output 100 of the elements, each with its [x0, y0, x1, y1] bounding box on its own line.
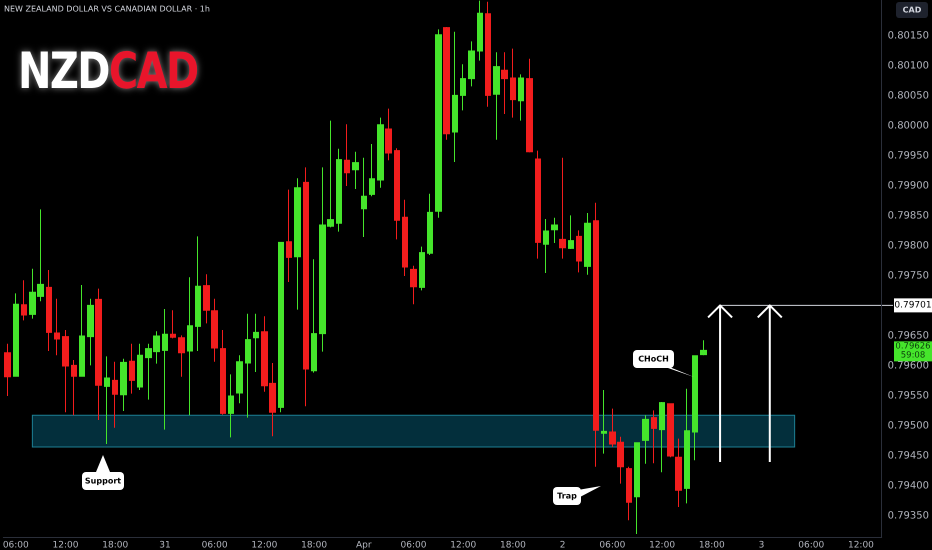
candlestick	[642, 414, 649, 464]
y-tick-label: 0.79950	[888, 150, 930, 162]
x-tick-label: 12:00	[649, 540, 676, 550]
candlestick	[526, 58, 533, 153]
x-tick-label: 06:00	[2, 540, 30, 550]
candlestick	[402, 199, 408, 276]
candlestick	[568, 214, 574, 250]
candlestick	[245, 313, 251, 418]
candlestick	[336, 148, 342, 232]
candlestick	[278, 242, 284, 413]
candlestick	[535, 150, 541, 260]
candlestick	[601, 390, 607, 454]
candlestick	[443, 26, 450, 140]
y-tick-label: 0.79600	[888, 360, 930, 372]
y-tick-label: 0.80050	[888, 90, 930, 102]
y-tick-label: 0.80150	[888, 30, 930, 42]
candlestick	[112, 361, 118, 428]
candlestick	[4, 343, 11, 396]
candlestick	[104, 356, 110, 444]
candlestick	[684, 388, 690, 504]
x-tick-label: 12:00	[450, 540, 476, 550]
candlestick	[211, 298, 218, 362]
candlestick	[377, 117, 384, 188]
candlestick	[626, 466, 632, 521]
candlestick	[170, 310, 176, 339]
candlestick	[410, 265, 417, 305]
text: NEW ZEALAND DOLLAR VS CANADIAN DOLLAR · 1h	[4, 4, 210, 14]
candlestick	[286, 189, 292, 282]
candlestick	[551, 217, 558, 244]
x-tick-label: 2	[560, 540, 566, 550]
ref-line-label: 0.79701	[894, 300, 932, 310]
candlestick	[228, 374, 234, 438]
x-tick-label: 12:00	[52, 540, 79, 550]
y-tick-label: 0.79350	[888, 510, 930, 522]
candlestick	[62, 330, 69, 413]
candlestick	[303, 166, 309, 407]
candlestick	[634, 442, 640, 534]
candlestick	[651, 410, 657, 464]
candlestick	[369, 144, 375, 197]
annotation: Trap	[557, 492, 578, 500]
text: NZDCAD	[18, 42, 198, 100]
y-tick-label: 0.79750	[888, 270, 930, 282]
x-tick-label: 3	[758, 540, 764, 550]
y-tick-label: 0.79650	[888, 330, 930, 342]
candlestick	[543, 218, 549, 274]
text: 0.79626	[895, 341, 931, 352]
candlestick	[559, 157, 566, 260]
candlestick	[468, 40, 475, 87]
candlestick	[576, 230, 582, 273]
candlestick	[195, 236, 201, 352]
text: 59:08	[900, 350, 926, 360]
y-tick-label: 0.79800	[888, 240, 930, 252]
candlestick	[352, 151, 359, 190]
candlestick	[692, 355, 698, 461]
candlestick	[187, 276, 193, 416]
x-tick-label: 06:00	[202, 540, 228, 550]
candlestick	[21, 280, 27, 321]
y-tick-label: 0.79450	[888, 450, 930, 462]
x-tick-label: 12:00	[848, 540, 874, 550]
candlestick	[120, 358, 127, 412]
candlestick	[253, 313, 259, 372]
y-tick-label: 0.80000	[888, 120, 930, 132]
candlestick	[95, 288, 102, 420]
x-tick-label: 31	[159, 540, 171, 550]
y-tick-label: 0.79400	[888, 480, 930, 492]
candlestick	[46, 270, 52, 352]
candlestick	[71, 360, 77, 416]
candlestick	[162, 308, 168, 430]
candlestick	[236, 354, 243, 404]
y-tick-label: 0.79550	[888, 390, 930, 402]
y-tick-label: 0.79900	[888, 180, 930, 192]
x-tick-label: 06:00	[798, 540, 824, 550]
y-tick-label: 0.79500	[888, 420, 930, 432]
candlestick	[667, 402, 674, 458]
y-tick-label: 0.79850	[888, 210, 930, 222]
candlestick	[659, 402, 665, 473]
candlestick	[460, 64, 466, 111]
candlestick	[129, 343, 135, 394]
candlestick	[493, 52, 500, 140]
x-tick-label: 18:00	[301, 540, 328, 550]
y-axis-title: CAD	[902, 6, 922, 14]
x-tick-label: 12:00	[251, 540, 278, 550]
candlestick	[54, 298, 60, 356]
candlestick	[294, 178, 301, 310]
candlestick	[452, 31, 458, 162]
candlestick	[385, 108, 392, 161]
candlestick	[79, 284, 85, 378]
candlestick	[311, 258, 317, 374]
candlestick	[427, 193, 433, 256]
candlestick	[510, 48, 516, 118]
candlestick	[178, 334, 185, 378]
candlestick	[477, 0, 483, 62]
candlestick	[419, 246, 425, 291]
x-tick-label: 06:00	[400, 540, 427, 550]
candlestick	[700, 340, 707, 356]
candlestick	[435, 28, 442, 218]
x-tick-label: 18:00	[500, 540, 526, 550]
x-tick-label: 06:00	[599, 540, 626, 550]
candlestick	[584, 212, 591, 276]
x-tick-label: Apr	[356, 540, 372, 550]
